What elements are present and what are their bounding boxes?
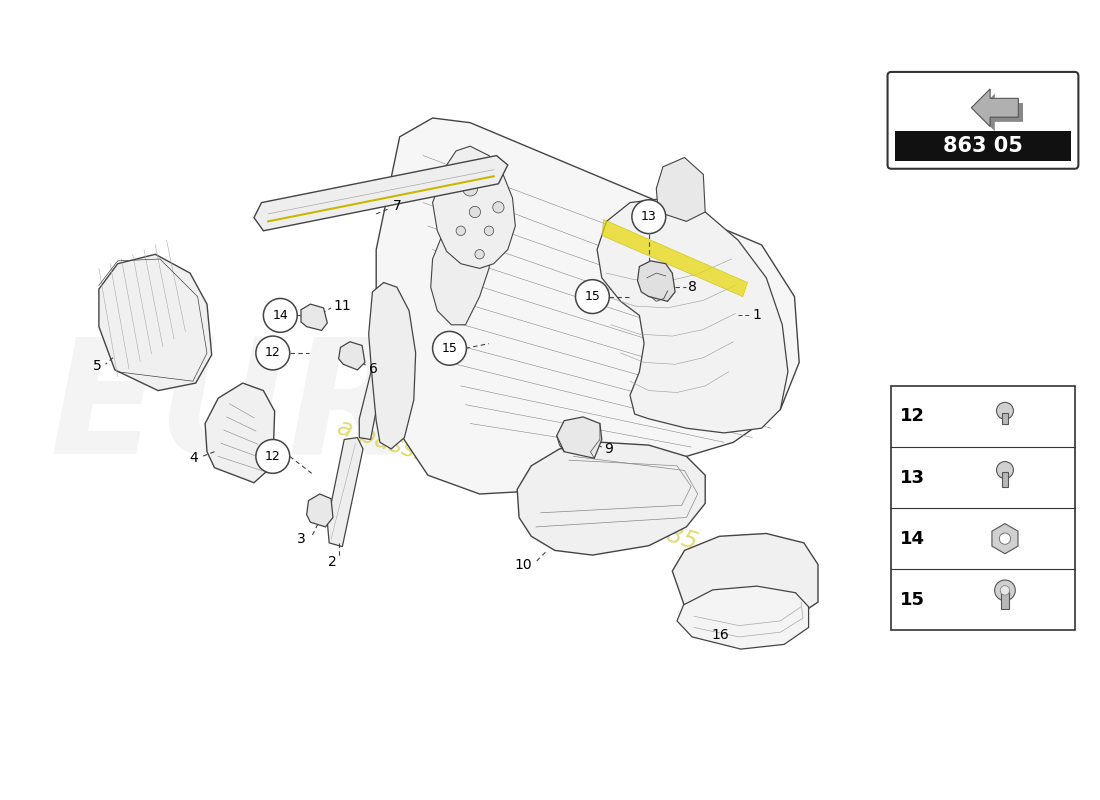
Circle shape (475, 250, 484, 259)
Circle shape (463, 181, 477, 196)
Text: 10: 10 (515, 558, 532, 571)
Polygon shape (976, 94, 1023, 131)
Text: a passion for parts since 1985: a passion for parts since 1985 (334, 415, 701, 554)
Text: 11: 11 (333, 299, 351, 313)
Circle shape (997, 462, 1013, 478)
Circle shape (999, 533, 1011, 544)
Circle shape (456, 226, 465, 235)
Polygon shape (597, 198, 788, 433)
Bar (1002, 472, 1008, 487)
Text: 1: 1 (752, 308, 761, 322)
Text: 12: 12 (265, 346, 280, 359)
Text: 3: 3 (297, 532, 306, 546)
Circle shape (997, 402, 1013, 419)
Circle shape (263, 298, 297, 332)
Polygon shape (368, 282, 416, 449)
Polygon shape (376, 118, 800, 494)
Bar (1001, 592, 1009, 609)
FancyBboxPatch shape (895, 131, 1071, 162)
Polygon shape (971, 89, 1019, 126)
Text: 14: 14 (900, 530, 924, 548)
Text: 14: 14 (273, 309, 288, 322)
Circle shape (256, 439, 289, 474)
Text: 15: 15 (900, 590, 924, 609)
Text: 7: 7 (393, 199, 402, 214)
FancyBboxPatch shape (888, 72, 1078, 169)
Polygon shape (431, 212, 494, 325)
Polygon shape (676, 586, 808, 649)
Polygon shape (602, 219, 748, 297)
Polygon shape (301, 304, 328, 330)
Circle shape (256, 336, 289, 370)
Text: 8: 8 (689, 280, 697, 294)
Polygon shape (638, 261, 675, 302)
Circle shape (1000, 586, 1010, 595)
Text: 13: 13 (900, 469, 924, 486)
Polygon shape (307, 494, 333, 527)
Text: 4: 4 (189, 451, 198, 466)
Polygon shape (99, 254, 211, 390)
Polygon shape (557, 417, 602, 458)
Circle shape (470, 206, 481, 218)
Circle shape (493, 202, 504, 213)
Circle shape (484, 226, 494, 235)
Polygon shape (657, 158, 705, 222)
Text: 15: 15 (441, 342, 458, 354)
Polygon shape (360, 358, 386, 439)
Polygon shape (339, 342, 365, 370)
Circle shape (432, 331, 466, 366)
Text: 12: 12 (900, 407, 924, 426)
Text: 16: 16 (712, 628, 729, 642)
Text: 12: 12 (265, 450, 280, 463)
Text: EUROC: EUROC (50, 332, 664, 487)
Text: 6: 6 (368, 362, 377, 376)
Circle shape (631, 200, 666, 234)
Text: 9: 9 (605, 442, 614, 456)
Text: 13: 13 (641, 210, 657, 223)
Text: 5: 5 (94, 359, 101, 373)
Circle shape (994, 580, 1015, 601)
Polygon shape (205, 383, 275, 482)
Circle shape (575, 280, 609, 314)
Text: 2: 2 (328, 554, 337, 569)
Bar (1002, 413, 1008, 424)
FancyBboxPatch shape (891, 386, 1075, 630)
Polygon shape (672, 534, 818, 626)
Polygon shape (254, 155, 508, 230)
Polygon shape (328, 438, 363, 546)
Text: 15: 15 (584, 290, 601, 303)
Text: 863 05: 863 05 (943, 136, 1023, 156)
Polygon shape (517, 442, 705, 555)
Polygon shape (432, 146, 515, 268)
